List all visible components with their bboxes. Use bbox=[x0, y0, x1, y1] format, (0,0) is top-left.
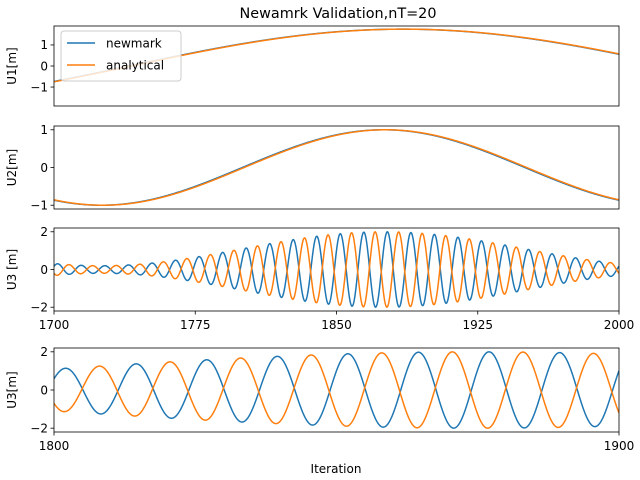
x-tick-label: 2000 bbox=[604, 318, 635, 332]
series-line-newmark bbox=[54, 351, 619, 429]
y-tick-label: −1 bbox=[30, 199, 48, 213]
series-line-analytical bbox=[54, 231, 619, 309]
y-tick-label: 0 bbox=[40, 59, 48, 73]
y-tick-label: 0 bbox=[40, 263, 48, 277]
subplot-4: −2 0 2 1800 1900 U3[m] bbox=[5, 345, 634, 453]
panels: −1 0 1 U1[m] newmark analytical −1 0 1 U2[m] −2 0 2 1… bbox=[5, 25, 634, 453]
x-tick-label: 1850 bbox=[321, 318, 352, 332]
y-tick-label: 2 bbox=[40, 345, 48, 359]
series-line-analytical bbox=[54, 351, 619, 429]
y-tick-label: 1 bbox=[40, 38, 48, 52]
y-tick-label: −1 bbox=[30, 80, 48, 94]
x-axis-label: Iteration bbox=[311, 462, 362, 476]
y-tick-label: 0 bbox=[40, 383, 48, 397]
series-line-newmark bbox=[54, 230, 619, 308]
y-tick-label: −2 bbox=[30, 301, 48, 315]
y-axis-label: U1[m] bbox=[5, 47, 19, 84]
x-tick-label: 1800 bbox=[39, 439, 70, 453]
y-tick-label: 0 bbox=[40, 161, 48, 175]
x-tick-label: 1700 bbox=[39, 318, 70, 332]
x-tick-label: 1900 bbox=[604, 439, 635, 453]
y-tick-label: 2 bbox=[40, 225, 48, 239]
legend-label-analytical: analytical bbox=[106, 59, 164, 73]
subplot-2: −1 0 1 U2[m] bbox=[5, 123, 620, 213]
y-tick-label: −2 bbox=[30, 421, 48, 435]
y-tick-label: 1 bbox=[40, 123, 48, 137]
axes-frame bbox=[53, 347, 620, 433]
subplot-1: −1 0 1 U1[m] newmark analytical bbox=[5, 25, 620, 107]
x-tick-label: 1925 bbox=[462, 318, 493, 332]
series-line-analytical bbox=[54, 129, 619, 206]
y-axis-label: U2[m] bbox=[5, 149, 19, 186]
legend-label-newmark: newmark bbox=[106, 37, 162, 51]
legend: newmark analytical bbox=[60, 30, 182, 82]
figure-title: Newamrk Validation,nT=20 bbox=[240, 6, 437, 22]
axes-frame bbox=[53, 125, 620, 210]
series-line-newmark bbox=[54, 129, 619, 206]
subplot-3: −2 0 2 1700 1775 1850 1925 2000 U3 [m] bbox=[5, 225, 634, 332]
y-axis-label: U3 [m] bbox=[5, 249, 19, 290]
x-tick-label: 1775 bbox=[180, 318, 211, 332]
y-axis-label: U3[m] bbox=[5, 371, 19, 408]
